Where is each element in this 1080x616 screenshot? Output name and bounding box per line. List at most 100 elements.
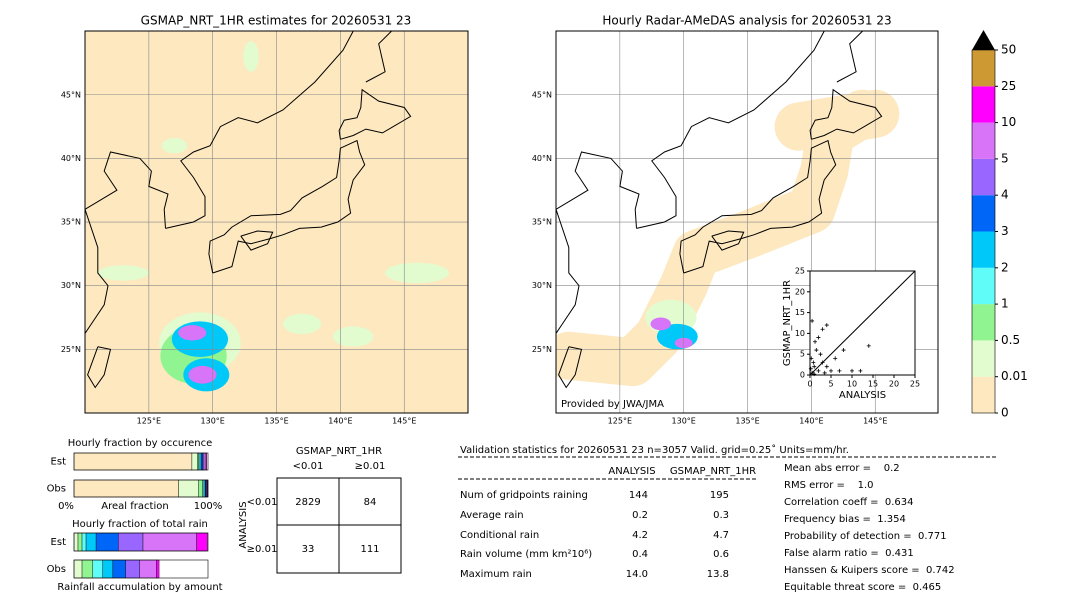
score: RMS error = 1.0 bbox=[784, 480, 874, 491]
right-map-frame bbox=[555, 30, 939, 414]
y-tick-label: 0 bbox=[800, 371, 805, 380]
lon-label: 130°E bbox=[672, 417, 696, 426]
point bbox=[858, 368, 863, 373]
coastline bbox=[87, 346, 112, 389]
score: Mean abs error = 0.2 bbox=[784, 463, 900, 474]
point bbox=[814, 348, 819, 353]
contingency-ylabel: ANALYSIS bbox=[238, 501, 249, 548]
rain-area bbox=[161, 138, 188, 154]
coastline bbox=[338, 88, 412, 140]
point bbox=[850, 368, 854, 373]
colorbar-bin bbox=[972, 304, 995, 341]
point bbox=[810, 370, 815, 375]
fraction-segment bbox=[196, 532, 208, 552]
colorbar-extend bbox=[972, 30, 995, 50]
point bbox=[824, 364, 829, 369]
fraction-segment bbox=[142, 532, 197, 552]
colorbar-bin bbox=[972, 267, 995, 305]
validation-col: ANALYSIS bbox=[608, 466, 655, 477]
coastline bbox=[836, 31, 863, 83]
coastline bbox=[711, 230, 745, 251]
point bbox=[816, 368, 821, 373]
row-label: Est bbox=[51, 537, 67, 548]
fraction-segment bbox=[203, 479, 206, 498]
colorbar-bin bbox=[972, 86, 995, 123]
point bbox=[813, 339, 818, 344]
x-tick-label: 20 bbox=[889, 380, 899, 389]
colorbar-bin bbox=[972, 340, 995, 377]
x-tick-label: 0 bbox=[807, 380, 812, 389]
fraction-segment bbox=[112, 559, 126, 579]
lon-label: 125°E bbox=[608, 417, 632, 426]
stat-label: Conditional rain bbox=[460, 530, 539, 541]
fraction-segment bbox=[139, 559, 157, 579]
fraction-segment bbox=[102, 559, 114, 579]
fraction-segment bbox=[73, 479, 179, 498]
colorbar-label: 10 bbox=[1001, 115, 1016, 129]
point bbox=[812, 364, 817, 369]
lon-label: 135°E bbox=[735, 417, 759, 426]
contingency-cell: 84 bbox=[364, 497, 377, 508]
coastline bbox=[165, 31, 354, 229]
rain-area bbox=[178, 325, 207, 341]
colorbar-bin bbox=[972, 158, 995, 196]
stat-value: 144 bbox=[629, 490, 648, 501]
row-label: Est bbox=[51, 457, 67, 468]
point bbox=[833, 356, 838, 361]
stat-label: Average rain bbox=[460, 510, 524, 521]
fraction-segment bbox=[198, 479, 203, 498]
bar-frame bbox=[73, 559, 209, 579]
axis-label: Areal fraction bbox=[101, 501, 168, 512]
y-tick-label: 25 bbox=[795, 267, 805, 276]
lat-label: 25°N bbox=[61, 345, 81, 354]
colorbar-label: 3 bbox=[1001, 224, 1009, 238]
lat-label: 40°N bbox=[61, 154, 81, 163]
lat-label: 35°N bbox=[532, 218, 552, 227]
lat-label: 30°N bbox=[532, 281, 552, 290]
contingency-col: ≥0.01 bbox=[355, 461, 386, 472]
x-tick-label: 25 bbox=[910, 380, 920, 389]
coastline bbox=[679, 139, 837, 274]
point bbox=[818, 352, 823, 357]
score: Correlation coeff = 0.634 bbox=[784, 497, 914, 508]
fraction-segment bbox=[73, 452, 193, 471]
x-axis-label: ANALYSIS bbox=[839, 390, 886, 401]
stat-value: 0.4 bbox=[632, 549, 648, 560]
y-tick-label: 15 bbox=[795, 308, 805, 317]
point bbox=[822, 370, 827, 375]
contingency-row: <0.01 bbox=[247, 497, 278, 508]
colorbar-bin bbox=[972, 195, 995, 232]
row-label: Obs bbox=[47, 564, 66, 575]
score: Probability of detection = 0.771 bbox=[784, 531, 947, 542]
lat-label: 40°N bbox=[532, 154, 552, 163]
point bbox=[810, 318, 815, 323]
colorbar-label: 0.01 bbox=[1001, 369, 1028, 383]
lat-label: 25°N bbox=[532, 345, 552, 354]
point bbox=[866, 343, 871, 348]
score: Hanssen & Kuipers score = 0.742 bbox=[784, 565, 955, 576]
left-map-frame bbox=[84, 30, 469, 414]
colorbar-label: 1 bbox=[1001, 297, 1009, 311]
coastline bbox=[556, 151, 640, 335]
rain-area bbox=[243, 41, 259, 72]
stat-value: 0.6 bbox=[713, 549, 729, 560]
lon-label: 145°E bbox=[392, 417, 416, 426]
coastline bbox=[365, 31, 392, 83]
fraction-segment bbox=[203, 452, 207, 471]
fraction-segment bbox=[81, 559, 93, 579]
coastline bbox=[208, 139, 366, 274]
colorbar-label: 0 bbox=[1001, 406, 1009, 420]
contingency-col: <0.01 bbox=[293, 461, 324, 472]
fraction-segment bbox=[73, 532, 79, 552]
stat-value: 195 bbox=[710, 490, 729, 501]
axis-label: 100% bbox=[194, 501, 223, 512]
score: False alarm ratio = 0.431 bbox=[784, 548, 914, 559]
point bbox=[816, 335, 821, 340]
lat-label: 30°N bbox=[61, 281, 81, 290]
fraction-segment bbox=[118, 532, 144, 552]
colorbar-bin bbox=[972, 122, 995, 159]
bar-frame bbox=[73, 452, 209, 471]
lon-label: 125°E bbox=[137, 417, 161, 426]
fraction-segment bbox=[73, 559, 83, 579]
panel-title: Hourly fraction of total rain bbox=[72, 519, 208, 530]
